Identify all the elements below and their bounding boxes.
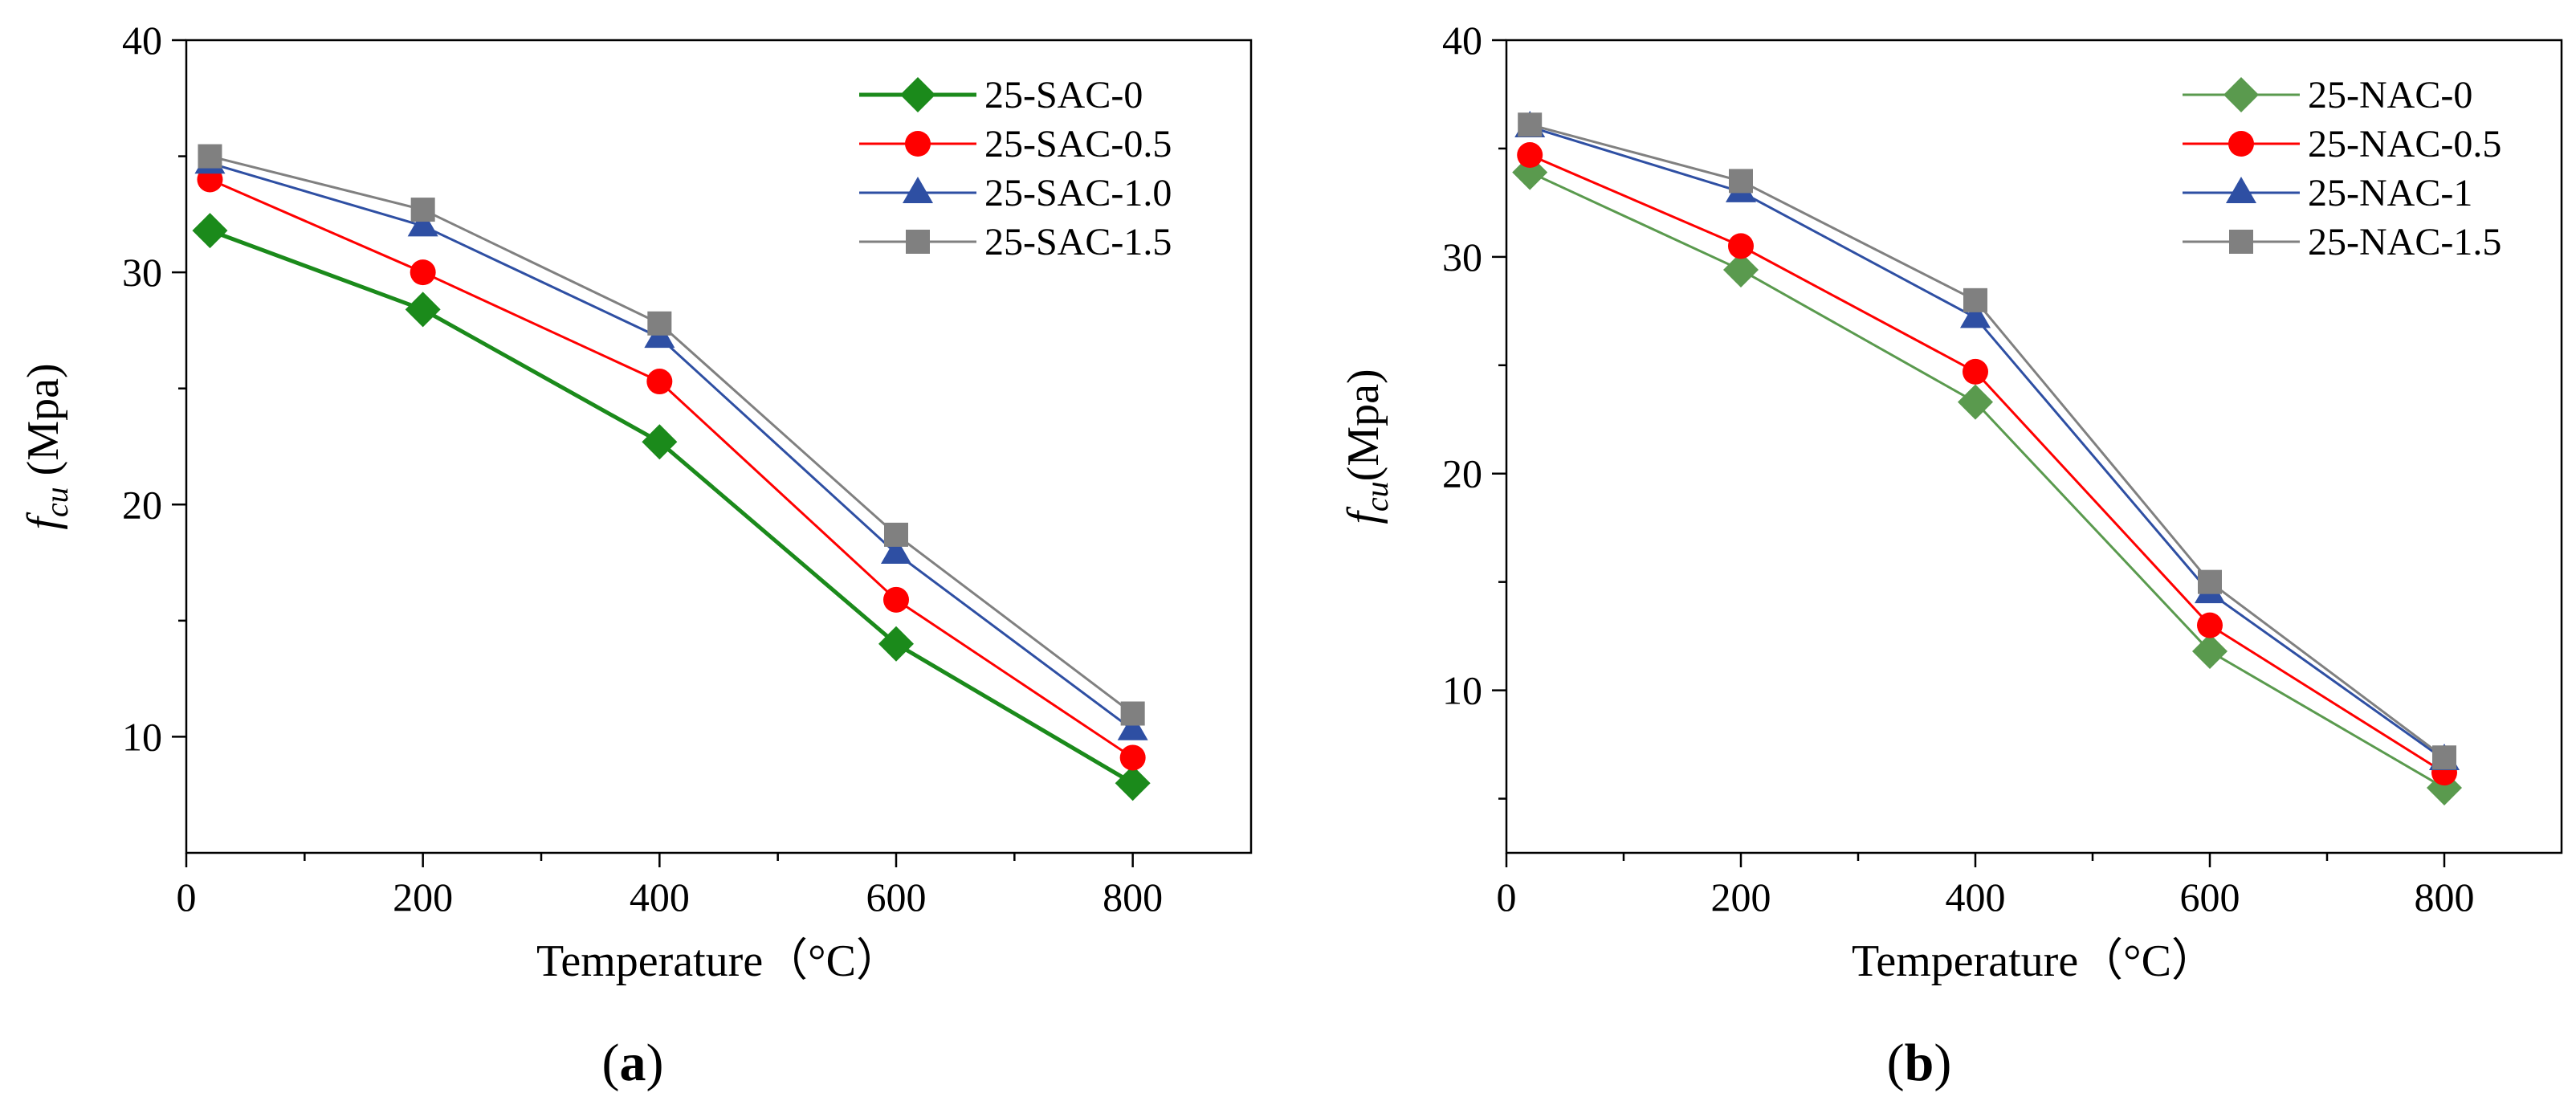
point-25-SAC-1.5-800 (1120, 701, 1145, 726)
x-tick-label-b-0: 0 (1497, 875, 1517, 920)
point-25-SAC-0.5-200 (410, 259, 436, 286)
x-tick-label-a-800: 800 (1103, 875, 1163, 920)
point-25-SAC-0-600 (878, 626, 914, 662)
y-tick-label-a-40: 40 (122, 18, 162, 63)
legend-marker-25-NAC-1 (2226, 177, 2256, 203)
y-tick-label-a-30: 30 (122, 250, 162, 295)
panel-b-letter: b (1905, 1034, 1934, 1092)
point-25-NAC-1.5-200 (1729, 169, 1753, 194)
x-tick-label-b-600: 600 (2180, 875, 2240, 920)
legend-label-25-SAC-1.0: 25-SAC-1.0 (984, 172, 1172, 214)
y-tick-label-b-40: 40 (1442, 18, 1482, 63)
y-axis-title-b: fcu(Mpa) (1339, 369, 1395, 524)
y-axis-title-unit-a: (Mpa) (18, 363, 68, 487)
legend-label-25-NAC-0.5: 25-NAC-0.5 (2308, 123, 2501, 165)
y-tick-label-b-10: 10 (1442, 668, 1482, 713)
x-tick-label-a-0: 0 (177, 875, 197, 920)
point-25-SAC-1.0-600 (881, 537, 911, 565)
point-25-SAC-1.5-200 (410, 198, 435, 222)
point-25-NAC-1.5-800 (2432, 745, 2456, 770)
point-25-SAC-1.5-20 (198, 144, 222, 169)
y-axis-title-a: fcu (Mpa) (18, 363, 75, 529)
legend-marker-25-SAC-0 (900, 77, 935, 112)
point-25-NAC-1.5-20 (1518, 112, 1543, 137)
point-25-NAC-1-400 (1960, 301, 1991, 328)
point-25-NAC-0-200 (1723, 252, 1759, 288)
legend-marker-25-NAC-0 (2223, 77, 2259, 112)
plot-frame-b (1505, 39, 2563, 854)
legend-marker-25-SAC-1.5 (906, 230, 930, 254)
point-25-SAC-0-20 (192, 213, 228, 249)
point-25-SAC-0-400 (642, 424, 678, 460)
x-tick-label-b-400: 400 (1946, 875, 2006, 920)
point-25-NAC-0-600 (2192, 634, 2228, 670)
y-tick-label-a-10: 10 (122, 714, 162, 759)
point-25-NAC-1.5-600 (2198, 569, 2222, 594)
x-tick-label-a-400: 400 (630, 875, 690, 920)
y-axis-title-unit-b: (Mpa) (1339, 369, 1388, 481)
point-25-SAC-0.5-800 (1119, 744, 1146, 771)
point-25-SAC-1.5-600 (884, 522, 908, 547)
legend-label-25-NAC-0: 25-NAC-0 (2308, 74, 2472, 116)
y-tick-label-a-20: 20 (122, 482, 162, 527)
legend-marker-25-SAC-1.0 (903, 177, 933, 203)
panel-b-label: (b) (1887, 1034, 1952, 1092)
point-25-NAC-0.5-20 (1517, 142, 1543, 169)
point-25-NAC-1.5-400 (1963, 287, 1987, 312)
point-25-SAC-1.0-800 (1117, 713, 1148, 740)
x-tick-label-b-200: 200 (1711, 875, 1771, 920)
point-25-SAC-1.5-400 (647, 311, 672, 336)
legend-label-25-SAC-0: 25-SAC-0 (984, 74, 1143, 116)
point-25-SAC-0-200 (405, 292, 441, 328)
y-tick-label-b-30: 30 (1442, 234, 1482, 279)
legend-marker-25-NAC-0.5 (2228, 131, 2254, 157)
point-25-SAC-0-800 (1115, 765, 1151, 801)
legend-label-25-SAC-1.5: 25-SAC-1.5 (984, 221, 1172, 263)
x-tick-label-b-800: 800 (2415, 875, 2475, 920)
legend-label-25-SAC-0.5: 25-SAC-0.5 (984, 123, 1172, 165)
point-25-SAC-0.5-600 (883, 586, 909, 613)
x-axis-title-b: Temperature（°C） (1852, 936, 2216, 986)
legend-label-25-NAC-1: 25-NAC-1 (2308, 172, 2472, 214)
legend-marker-25-NAC-1.5 (2229, 230, 2253, 254)
point-25-SAC-1.0-200 (407, 210, 438, 237)
y-tick-label-b-20: 20 (1442, 451, 1482, 496)
point-25-SAC-0.5-400 (646, 369, 673, 395)
point-25-NAC-0.5-400 (1963, 358, 1988, 385)
panel-a-label: (a) (602, 1034, 664, 1092)
plot-frame-a (185, 39, 1253, 854)
point-25-NAC-0.5-600 (2197, 612, 2223, 638)
x-tick-label-a-600: 600 (866, 875, 927, 920)
x-axis-title-a: Temperature（°C） (536, 936, 901, 986)
point-25-NAC-0-400 (1958, 384, 1993, 420)
chart-panel-b: 0 200 400 600 800 10 20 30 40 Temperature（°C） fcu(… (1339, 18, 2563, 986)
x-tick-label-a-200: 200 (393, 875, 453, 920)
y-axis-title-sub-b: cu (1359, 481, 1395, 512)
chart-panel-a: 0 200 400 600 800 10 20 30 40 Temperature（°C） fcu … (18, 18, 1253, 986)
y-axis-title-sub-a: cu (39, 487, 75, 517)
panel-a-letter: a (620, 1034, 646, 1092)
legend-label-25-NAC-1.5: 25-NAC-1.5 (2308, 221, 2501, 263)
legend-marker-25-SAC-0.5 (905, 131, 931, 157)
point-25-NAC-0.5-200 (1728, 233, 1754, 259)
